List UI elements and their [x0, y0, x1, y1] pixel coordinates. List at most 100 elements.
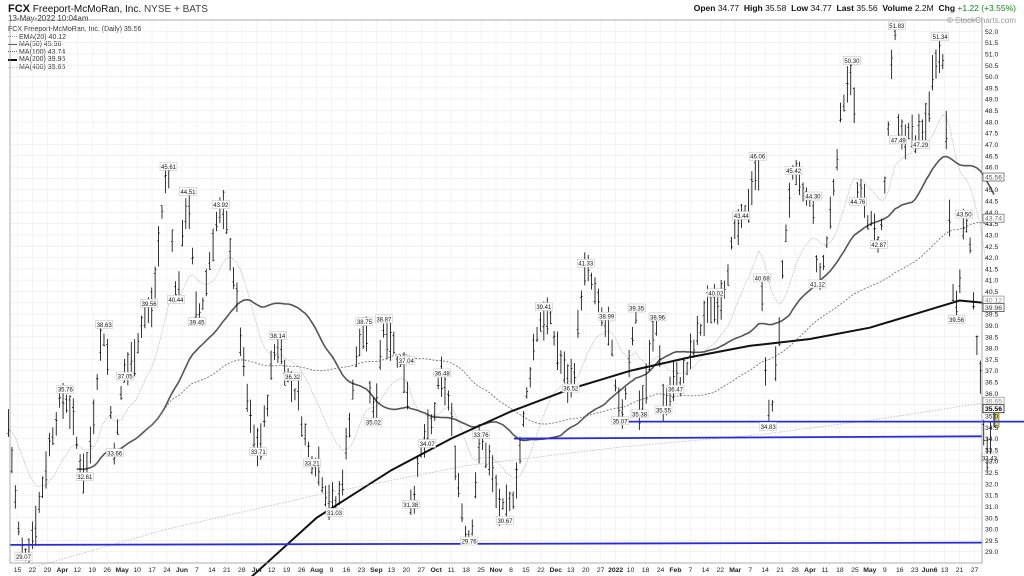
y-tick-label: 35.0: [985, 413, 998, 420]
volume-label: Volume: [882, 3, 913, 13]
price-bar: [528, 366, 532, 388]
x-tick-label: 27: [971, 567, 979, 574]
price-bar: [177, 271, 181, 299]
price-annotation-text: 33.76: [474, 433, 490, 439]
legend-ma400-label: MA(400) 35.65: [19, 63, 66, 71]
price-bar: [191, 247, 194, 265]
y-tick-label: 46.0: [985, 165, 998, 172]
price-bar: [692, 339, 696, 358]
legend-ma200: MA(200) 39.96: [8, 56, 141, 64]
x-tick-label: 11: [448, 567, 455, 574]
price-bar: [71, 398, 75, 435]
price-annotation-text: 44.51: [180, 190, 196, 196]
price-bar: [187, 190, 191, 229]
y-tick-label: 48.0: [985, 119, 998, 126]
x-tick-label: Feb: [669, 567, 681, 574]
legend-price-label: FCX Freeport-McMoRan, Inc. (Daily) 35.56: [8, 26, 142, 33]
price-annotation-box: [707, 288, 725, 298]
price-bar: [702, 300, 706, 336]
price-annotation-text: 29.76: [462, 539, 478, 545]
price-bar: [689, 333, 692, 370]
price-bar: [593, 277, 597, 305]
price-bar: [95, 374, 99, 390]
price-annotation-box: [460, 536, 478, 546]
price-bar: [750, 171, 754, 206]
price-bar: [406, 381, 409, 410]
price-bar: [801, 182, 805, 202]
chg-value: +1.22 (+3.55%): [957, 3, 1016, 13]
price-annotation-text: 51.34: [933, 35, 949, 41]
quote-summary: Open 34.77 High 35.58 Low 34.77 Last 35.…: [694, 3, 1016, 13]
price-annotation-box: [375, 314, 393, 324]
price-bar: [556, 331, 559, 371]
x-tick-label: 28: [791, 567, 799, 574]
right-value-label: 43.74: [982, 213, 1005, 223]
price-bar: [726, 264, 730, 286]
price-annotation-box: [980, 453, 999, 463]
price-annotation-box: [784, 166, 803, 175]
x-tick-label: 23: [358, 567, 366, 574]
x-tick-label: Mar: [729, 567, 741, 574]
price-bar: [419, 445, 423, 458]
right-value-label-text: 43.74: [985, 216, 1002, 223]
ma100-line: [144, 222, 995, 432]
x-tick-label: 16: [343, 567, 351, 574]
y-tick-label: 42.5: [985, 244, 998, 251]
exchange-label: NYSE + BATS: [143, 4, 208, 15]
price-annotation-box: [364, 417, 383, 427]
price-annotation-box: [931, 32, 949, 41]
right-value-label-box: [982, 303, 1005, 312]
price-annotation-text: 40.68: [755, 276, 771, 282]
price-annotation-text: 38.63: [97, 323, 113, 329]
price-bar: [788, 182, 791, 218]
price-annotation: 45.61: [159, 162, 178, 171]
price-annotations: 29.07 32.61 33.66 35.76 38.63 37.05 39.56 45.61…: [14, 21, 999, 561]
price-bar: [303, 423, 307, 446]
price-bar: [624, 387, 627, 400]
price-annotation-box: [418, 439, 436, 448]
price-annotation-text: 40.02: [708, 291, 724, 297]
y-tick-label: 48.5: [985, 108, 998, 115]
price-annotation-box: [402, 500, 420, 509]
y-tick-label: 40.5: [985, 289, 998, 296]
price-annotation-text: 42.87: [871, 243, 887, 249]
price-annotation-text: 43.44: [734, 214, 750, 220]
price-bar: [682, 357, 685, 384]
price-annotation-text: 41.33: [578, 262, 594, 268]
right-value-label-box: [982, 213, 1005, 223]
price-annotation: 40.68: [753, 273, 771, 282]
price-annotation: 29.07: [14, 552, 33, 561]
price-bar: [941, 54, 945, 70]
price-bar: [341, 469, 344, 496]
price-bar: [355, 346, 358, 368]
price-bar: [982, 419, 986, 446]
legend-ma100: MA(100) 43.74: [8, 49, 141, 57]
price-bar: [129, 341, 133, 373]
price-bar: [14, 485, 17, 509]
axes: 29.0 29.5 30.0 30.5 31.0 31.5 32.0 32.5 33.0 33.5…: [9, 19, 1005, 574]
price-bar: [501, 498, 505, 510]
x-tick-label: 18: [642, 567, 650, 574]
price-bar: [552, 330, 556, 346]
x-tick-label: 9: [883, 567, 887, 574]
support-line-low: [9, 541, 983, 546]
price-bar: [508, 491, 512, 512]
legend-ma50: MA(50) 45.56: [8, 41, 141, 49]
ticker-symbol: FCX: [8, 3, 30, 15]
price-annotation: 39.56: [947, 315, 966, 324]
price-bar: [494, 474, 498, 509]
price-bar: [208, 252, 211, 271]
price-bar: [822, 254, 825, 271]
ma50-line: [76, 155, 995, 471]
price-bar: [382, 323, 385, 338]
y-tick-label: 49.0: [985, 97, 998, 104]
price-bar: [300, 416, 304, 437]
price-annotation: 33.71: [249, 447, 267, 456]
price-bar: [532, 333, 535, 361]
x-tick-label: 7: [748, 567, 752, 574]
right-value-label-text: 45.56: [985, 174, 1002, 181]
y-tick-label: 42.0: [985, 255, 998, 262]
price-bar: [116, 419, 119, 435]
price-annotation-box: [397, 356, 416, 365]
